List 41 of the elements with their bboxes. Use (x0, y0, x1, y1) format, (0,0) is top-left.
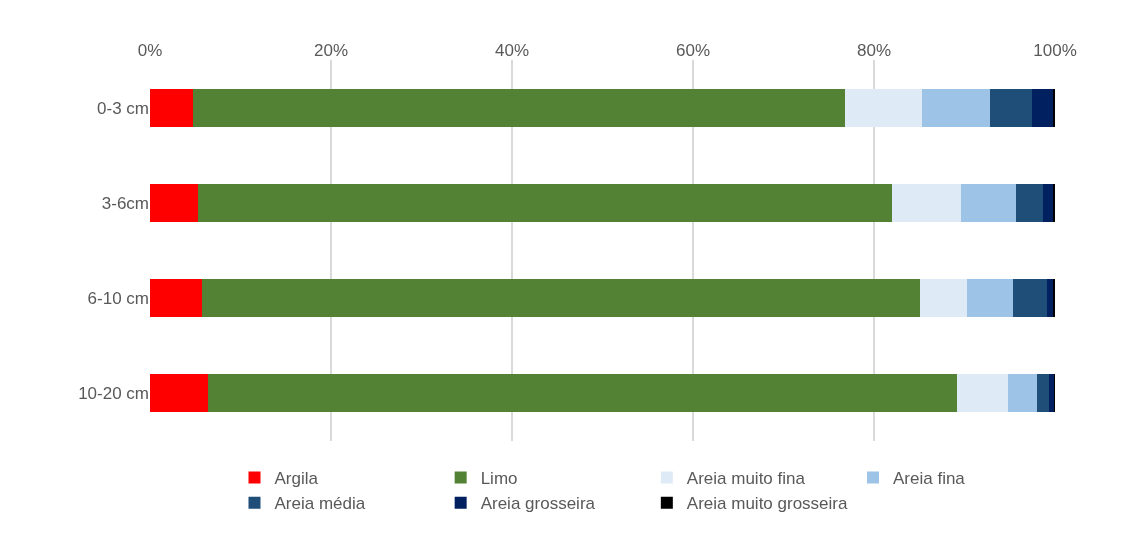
legend-label: Areia média (274, 494, 366, 514)
legend-label: Argila (274, 469, 319, 489)
bar (150, 88, 194, 127)
bar (1032, 88, 1054, 127)
bar (193, 88, 846, 127)
bar (1046, 279, 1054, 318)
bar (957, 374, 1008, 413)
y-tick-label: 6-10 cm (87, 289, 149, 309)
bar (1036, 374, 1049, 413)
bar (921, 88, 990, 127)
legend-label: Areia muito grosseira (686, 494, 848, 514)
bar (202, 279, 921, 318)
bar (207, 374, 958, 413)
y-tick-label: 3-6cm (101, 193, 149, 213)
bar (150, 374, 208, 413)
x-tick-label: 100% (1033, 40, 1077, 60)
bar (967, 279, 1014, 318)
bar (845, 88, 922, 127)
bar (960, 183, 1017, 222)
x-tick-label: 80% (856, 40, 892, 60)
legend-label: Areia fina (893, 469, 966, 489)
x-tick-label: 40% (494, 40, 530, 60)
bar (1007, 374, 1037, 413)
y-tick-label: 10-20 cm (78, 384, 149, 404)
bar (920, 279, 968, 318)
bar (197, 183, 893, 222)
x-tick-label: 20% (313, 40, 349, 60)
y-tick-label: 0-3 cm (97, 98, 149, 118)
legend-label: Areia grosseira (480, 494, 596, 514)
bar (892, 183, 961, 222)
bar (1043, 183, 1054, 222)
bar (989, 88, 1033, 127)
bar (150, 183, 198, 222)
x-tick-label: 60% (675, 40, 711, 60)
bar (1048, 374, 1055, 413)
x-tick-label: 0% (137, 40, 163, 60)
legend-label: Limo (480, 469, 518, 489)
legend-label: Areia muito fina (686, 469, 806, 489)
bar (1016, 183, 1044, 222)
bar (1013, 279, 1047, 318)
bar (150, 279, 203, 318)
